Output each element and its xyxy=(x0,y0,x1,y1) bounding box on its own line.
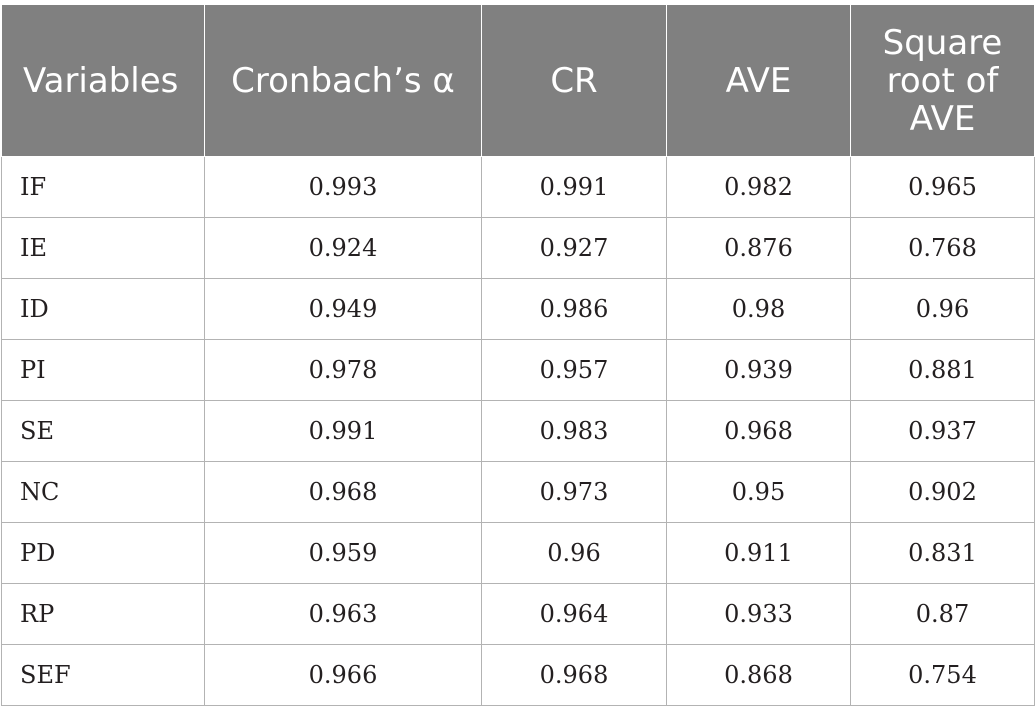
table-row: IE 0.924 0.927 0.876 0.768 xyxy=(1,217,1035,279)
cronbach-cell: 0.949 xyxy=(204,278,482,340)
cronbach-cell: 0.963 xyxy=(204,583,482,645)
header-cr: CR xyxy=(481,4,667,157)
ave-cell: 0.911 xyxy=(666,522,851,584)
variable-cell: NC xyxy=(1,461,205,523)
ave-cell: 0.98 xyxy=(666,278,851,340)
ave-cell: 0.868 xyxy=(666,644,851,706)
variable-cell: SEF xyxy=(1,644,205,706)
table-row: SE 0.991 0.983 0.968 0.937 xyxy=(1,400,1035,462)
cr-cell: 0.964 xyxy=(481,583,667,645)
table-row: ID 0.949 0.986 0.98 0.96 xyxy=(1,278,1035,340)
cr-cell: 0.957 xyxy=(481,339,667,401)
sqrt-ave-cell: 0.96 xyxy=(850,278,1035,340)
sqrt-ave-cell: 0.87 xyxy=(850,583,1035,645)
sqrt-ave-cell: 0.754 xyxy=(850,644,1035,706)
variable-cell: RP xyxy=(1,583,205,645)
ave-cell: 0.933 xyxy=(666,583,851,645)
cronbach-cell: 0.924 xyxy=(204,217,482,279)
table-row: PD 0.959 0.96 0.911 0.831 xyxy=(1,522,1035,584)
variable-cell: PI xyxy=(1,339,205,401)
variable-cell: SE xyxy=(1,400,205,462)
cronbach-cell: 0.978 xyxy=(204,339,482,401)
variable-cell: ID xyxy=(1,278,205,340)
header-variables: Variables xyxy=(1,4,205,157)
cr-cell: 0.973 xyxy=(481,461,667,523)
ave-cell: 0.968 xyxy=(666,400,851,462)
table-row: IF 0.993 0.991 0.982 0.965 xyxy=(1,156,1035,218)
header-row: Variables Cronbach’s α CR AVE Square roo… xyxy=(1,4,1035,157)
cronbach-cell: 0.959 xyxy=(204,522,482,584)
cr-cell: 0.986 xyxy=(481,278,667,340)
cr-cell: 0.927 xyxy=(481,217,667,279)
cronbach-cell: 0.966 xyxy=(204,644,482,706)
variable-cell: PD xyxy=(1,522,205,584)
table-body: IF 0.993 0.991 0.982 0.965 IE 0.924 0.92… xyxy=(1,156,1035,706)
sqrt-ave-cell: 0.881 xyxy=(850,339,1035,401)
ave-cell: 0.982 xyxy=(666,156,851,218)
sqrt-ave-cell: 0.937 xyxy=(850,400,1035,462)
header-sqrt-ave: Square root of AVE xyxy=(850,4,1035,157)
table-row: RP 0.963 0.964 0.933 0.87 xyxy=(1,583,1035,645)
cr-cell: 0.968 xyxy=(481,644,667,706)
cronbach-cell: 0.991 xyxy=(204,400,482,462)
table-row: PI 0.978 0.957 0.939 0.881 xyxy=(1,339,1035,401)
sqrt-ave-cell: 0.831 xyxy=(850,522,1035,584)
cr-cell: 0.983 xyxy=(481,400,667,462)
cronbach-cell: 0.968 xyxy=(204,461,482,523)
cronbach-cell: 0.993 xyxy=(204,156,482,218)
table-row: NC 0.968 0.973 0.95 0.902 xyxy=(1,461,1035,523)
header-ave: AVE xyxy=(666,4,851,157)
ave-cell: 0.876 xyxy=(666,217,851,279)
cr-cell: 0.991 xyxy=(481,156,667,218)
sqrt-ave-cell: 0.768 xyxy=(850,217,1035,279)
sqrt-ave-cell: 0.902 xyxy=(850,461,1035,523)
variable-cell: IE xyxy=(1,217,205,279)
ave-cell: 0.95 xyxy=(666,461,851,523)
variable-cell: IF xyxy=(1,156,205,218)
sqrt-ave-cell: 0.965 xyxy=(850,156,1035,218)
ave-cell: 0.939 xyxy=(666,339,851,401)
reliability-validity-table: Variables Cronbach’s α CR AVE Square roo… xyxy=(1,4,1035,706)
table-row: SEF 0.966 0.968 0.868 0.754 xyxy=(1,644,1035,706)
cr-cell: 0.96 xyxy=(481,522,667,584)
header-cronbachs-alpha: Cronbach’s α xyxy=(204,4,482,157)
